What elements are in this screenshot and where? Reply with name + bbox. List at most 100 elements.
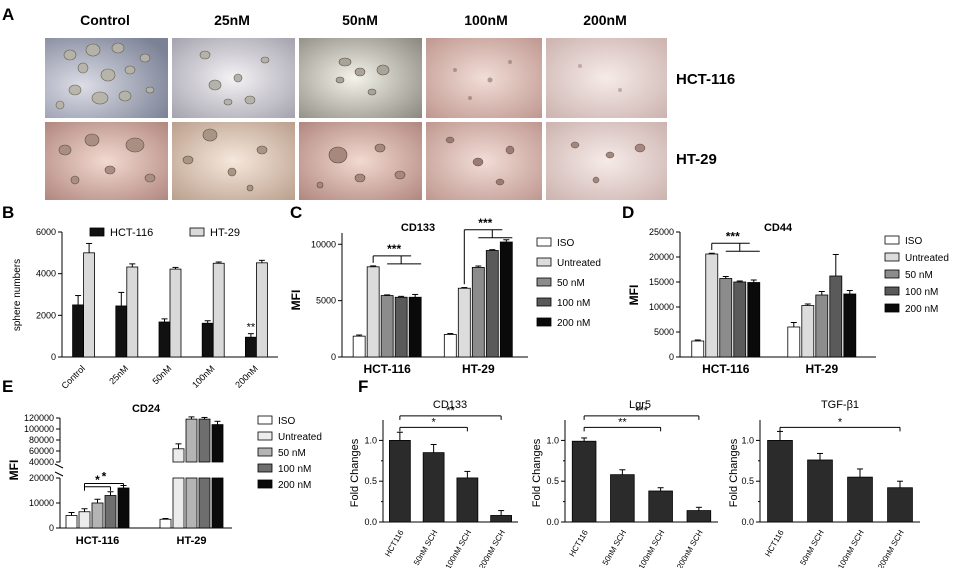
x-tick-label: HT-29: [462, 362, 495, 376]
y-axis-label: MFI: [627, 285, 641, 306]
legend-50-nm-swatch: [536, 277, 552, 287]
y-axis-label: Fold Changes: [349, 438, 361, 507]
legend-iso-label: ISO: [278, 416, 295, 427]
significance-label: *: [431, 416, 436, 428]
y-tick-label: 40000: [29, 457, 54, 467]
micrograph-ht29-50nm: [299, 122, 422, 200]
y-tick-label: 1.0: [741, 435, 754, 445]
legend-50-nm-swatch: [257, 447, 273, 457]
x-tick-label: HT-29: [805, 362, 838, 376]
significance-label: *: [838, 416, 843, 428]
x-tick-label: HCT116: [763, 528, 786, 558]
chart-c-cd133: CD133 0 5000 10000 MFI HCT-116 HT-29 *** *** ISO U…: [289, 216, 601, 376]
panel-d-letter: D: [622, 203, 634, 222]
y-axis-label: Fold Changes: [728, 438, 740, 507]
legend-untreated-swatch: [536, 257, 552, 267]
bar-50-nm: [815, 294, 829, 358]
panel-b-letter: B: [2, 203, 14, 222]
significance-label: ***: [726, 229, 740, 243]
bar-200-nm: [408, 296, 422, 358]
legend-iso-swatch: [536, 237, 552, 247]
legend-50-nm-swatch: [884, 269, 900, 279]
y-axis-label: sphere numbers: [12, 259, 23, 331]
y-tick-label: 0.5: [741, 476, 754, 486]
bar-hct-116: [244, 336, 257, 358]
bar-untreated: [172, 448, 185, 463]
bar-200-nm: [117, 487, 130, 529]
bar: [422, 452, 445, 523]
bar-100-nm: [485, 250, 499, 358]
y-tick-label: 80000: [29, 435, 54, 445]
legend-200-nm-swatch: [536, 317, 552, 327]
chart-title: CD44: [764, 222, 793, 234]
legend-200-nm-label: 200 nM: [278, 480, 311, 491]
x-tick-label: 25nM: [107, 363, 130, 386]
significance-label: ***: [387, 242, 401, 256]
legend-50-nm-label: 50 nM: [557, 278, 585, 289]
bar-ht-29: [169, 268, 182, 358]
legend-200-nm-swatch: [257, 479, 273, 489]
y-tick-label: 1.0: [364, 435, 377, 445]
micrograph-hct116-100nm: [426, 38, 542, 118]
legend-untreated-swatch: [884, 252, 900, 262]
y-tick-label: 5000: [654, 327, 674, 337]
bar-untreated: [366, 266, 380, 358]
bar-ht-29: [126, 266, 139, 358]
micrograph-hct116-control: [45, 38, 168, 118]
bar-hct-116: [158, 321, 171, 358]
bar-iso: [65, 515, 78, 529]
micrograph-ht29-control: [45, 122, 168, 200]
x-tick-label: HT-29: [177, 535, 207, 547]
axis-break-mark: [54, 463, 64, 469]
x-tick-label: 200nM SCH: [477, 528, 507, 568]
panel-a-row-label-ht29: HT-29: [676, 151, 717, 168]
chart-b-sphere-numbers: 0 2000 4000 6000 sphere numbers Control 25nM 50…: [12, 227, 278, 391]
bar: [456, 477, 479, 523]
bar-ht-29: [83, 252, 95, 358]
bar-50-nm: [91, 502, 104, 529]
bar-100-nm: [829, 275, 843, 358]
y-tick-label: 10000: [649, 302, 674, 312]
bar-ht-29: [212, 262, 225, 358]
x-tick-label: 100nM: [190, 363, 217, 390]
micrograph-ht29-100nm: [426, 122, 542, 200]
bar: [767, 439, 793, 523]
bar: [490, 515, 512, 523]
y-tick-label: 15000: [649, 277, 674, 287]
legend-untreated-label: Untreated: [557, 258, 601, 269]
x-tick-label: HCT-116: [76, 535, 119, 547]
x-tick-label: 50nM SCH: [798, 528, 825, 567]
panel-f-letter: F: [358, 377, 368, 396]
x-tick-label: HCT-116: [363, 362, 411, 376]
panel-a-col-label-50nm: 50nM: [342, 12, 378, 28]
bar-iso: [159, 518, 172, 529]
bar-untreated: [801, 305, 815, 358]
chart-title: CD24: [132, 403, 161, 415]
micrograph-ht29-200nm: [546, 122, 667, 200]
x-tick-label: HCT-116: [702, 362, 750, 376]
bar-100-nm: [733, 281, 747, 358]
x-tick-label: 50nM SCH: [601, 528, 628, 567]
y-axis-label: MFI: [7, 460, 21, 481]
bar: [610, 474, 635, 523]
bar-50-nm: [719, 278, 733, 358]
bar-iso: [787, 326, 801, 358]
legend-ht29-swatch: [189, 227, 205, 237]
legend-100-nm-label: 100 nM: [905, 287, 938, 298]
legend-100-nm-swatch: [536, 297, 552, 307]
x-tick-label: 100nM SCH: [836, 528, 866, 568]
legend-untreated-swatch: [257, 431, 273, 441]
y-tick-label: 0.0: [741, 517, 754, 527]
y-tick-label: 10000: [311, 239, 336, 249]
bar-untreated: [78, 511, 91, 529]
bar-50-nm: [380, 295, 394, 358]
chart-title: CD133: [401, 222, 435, 234]
y-tick-label: 60000: [29, 446, 54, 456]
legend-100-nm-label: 100 nM: [278, 464, 311, 475]
y-tick-label: 0: [669, 352, 674, 362]
bar: [648, 490, 673, 523]
significance-label: *: [95, 473, 100, 487]
